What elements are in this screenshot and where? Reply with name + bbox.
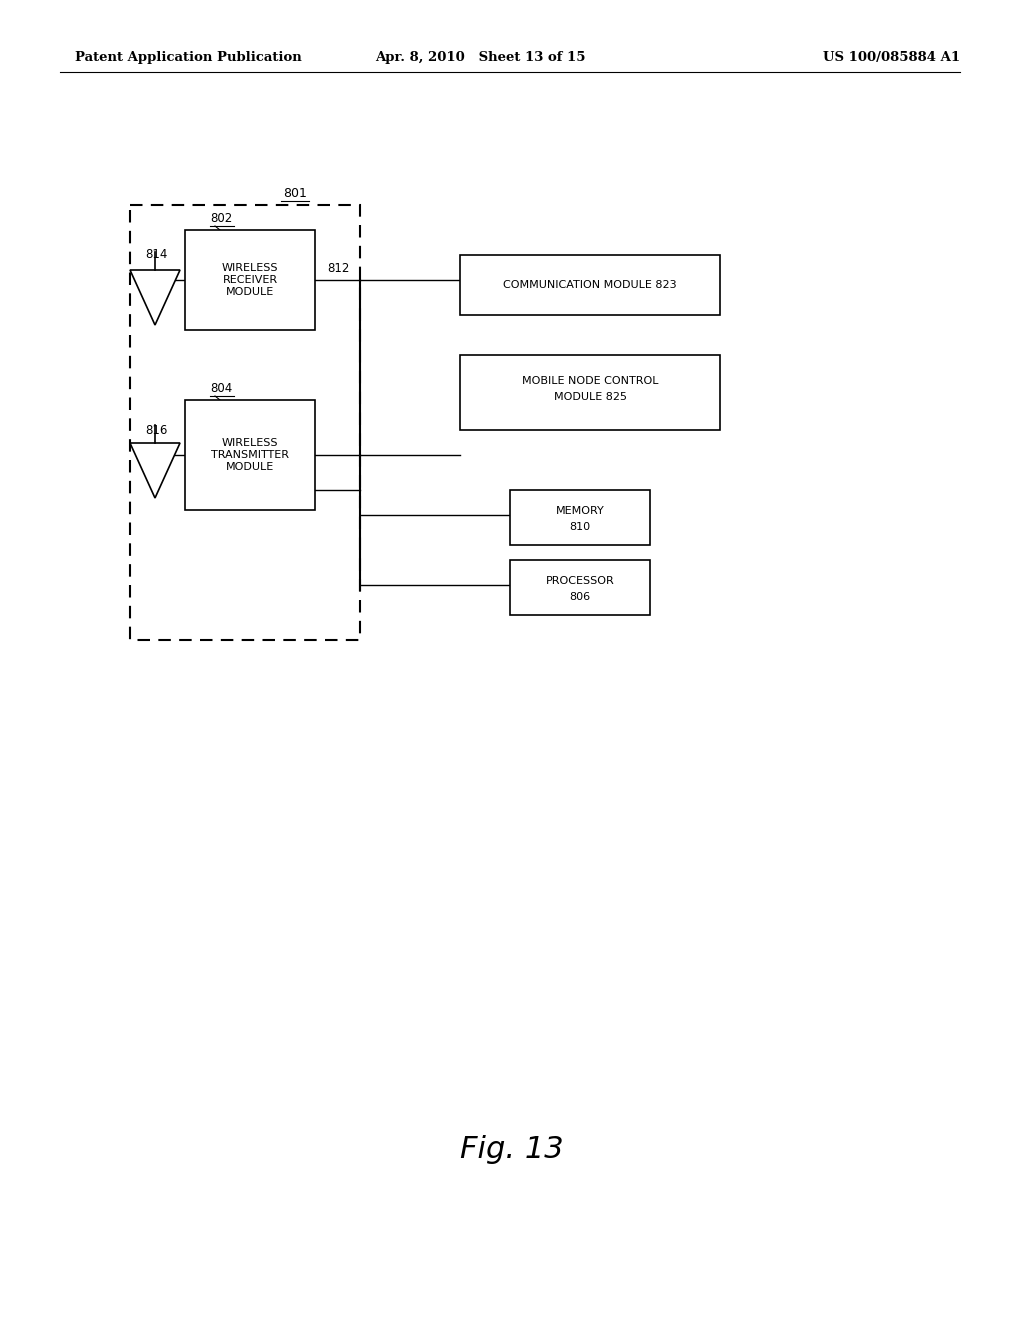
Bar — [510, 560, 650, 615]
Polygon shape — [130, 271, 180, 325]
Text: WIRELESS
RECEIVER
MODULE: WIRELESS RECEIVER MODULE — [222, 264, 279, 297]
Text: 802: 802 — [210, 213, 232, 224]
Text: Fig. 13: Fig. 13 — [460, 1135, 564, 1164]
Text: COMMUNICATION MODULE 823: COMMUNICATION MODULE 823 — [503, 280, 677, 290]
Bar — [460, 355, 720, 430]
Text: Apr. 8, 2010   Sheet 13 of 15: Apr. 8, 2010 Sheet 13 of 15 — [375, 51, 586, 65]
Text: WIRELESS
TRANSMITTER
MODULE: WIRELESS TRANSMITTER MODULE — [211, 438, 289, 471]
Bar — [510, 490, 650, 545]
Polygon shape — [130, 444, 180, 498]
Text: 812: 812 — [328, 261, 350, 275]
Text: 806: 806 — [569, 591, 591, 602]
Text: US 100/085884 A1: US 100/085884 A1 — [823, 51, 961, 65]
Bar — [460, 255, 720, 315]
Text: 801: 801 — [283, 187, 307, 201]
Text: MOBILE NODE CONTROL: MOBILE NODE CONTROL — [522, 375, 658, 385]
Text: 814: 814 — [145, 248, 167, 261]
Text: MODULE 825: MODULE 825 — [554, 392, 627, 401]
Text: 816: 816 — [145, 424, 167, 437]
Text: 804: 804 — [210, 381, 232, 395]
Text: PROCESSOR: PROCESSOR — [546, 577, 614, 586]
Bar — [185, 400, 315, 510]
Text: MEMORY: MEMORY — [556, 507, 604, 516]
Bar — [185, 230, 315, 330]
Bar — [130, 205, 360, 640]
Text: Patent Application Publication: Patent Application Publication — [75, 51, 302, 65]
Text: 810: 810 — [569, 521, 591, 532]
